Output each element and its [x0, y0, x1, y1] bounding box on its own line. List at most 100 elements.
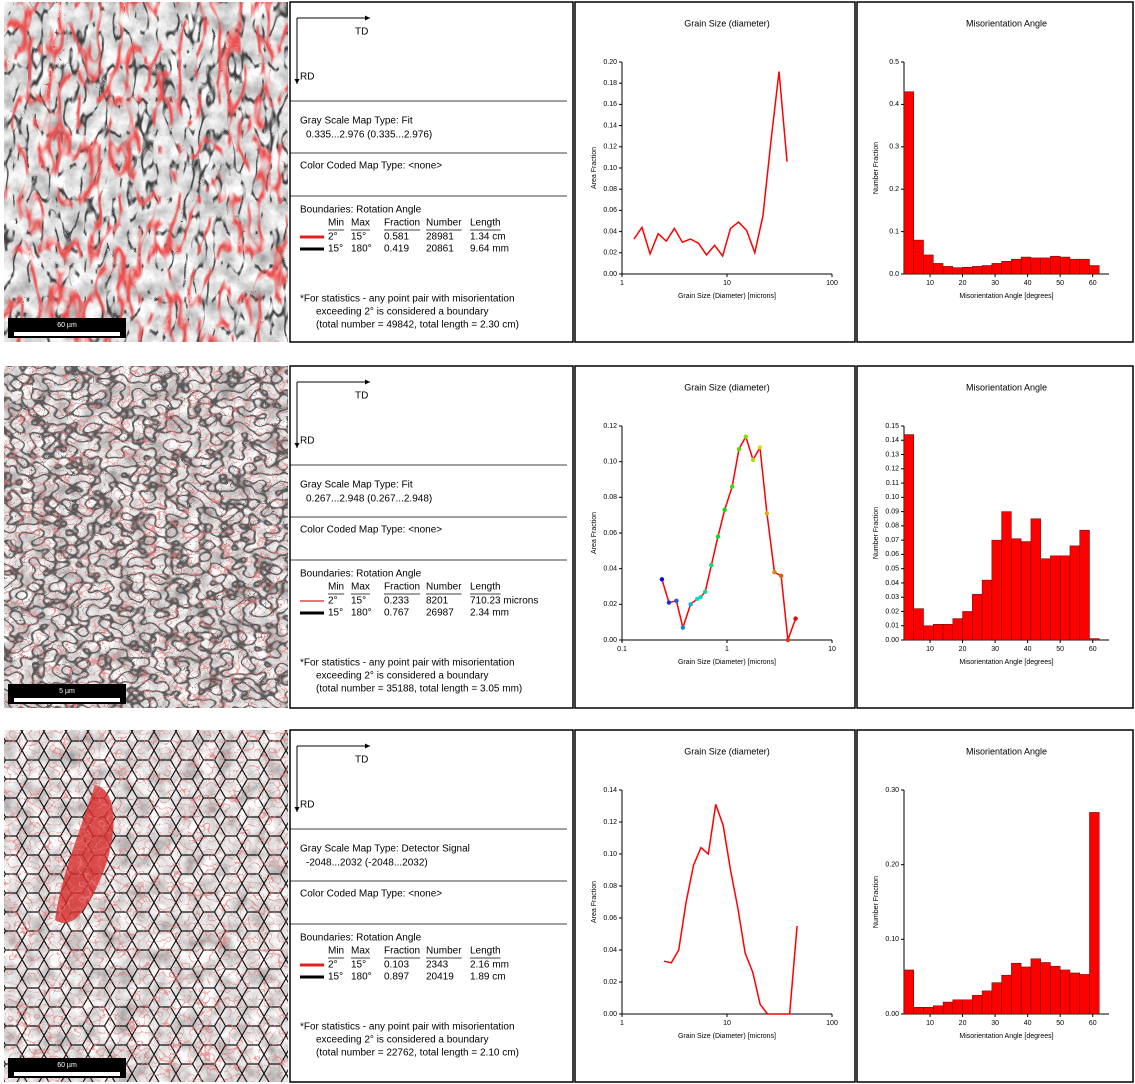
table-cell: 15°: [351, 232, 366, 243]
x-tick-label: 20: [959, 1020, 967, 1027]
table-cell: 180°: [351, 244, 372, 255]
x-tick-label: 20: [959, 646, 967, 653]
table-header: Fraction: [384, 946, 420, 957]
micrograph: 60 µm: [4, 2, 288, 342]
note-line: (total number = 35188, total length = 3.…: [316, 684, 522, 695]
y-tick-label: 0.12: [603, 423, 617, 430]
bar: [963, 267, 973, 274]
y-axis-label: Area Fraction: [591, 881, 598, 923]
bar: [1070, 259, 1080, 274]
y-tick-label: 0.10: [885, 936, 899, 943]
micrograph: 5 µm: [4, 366, 288, 708]
y-tick-label: 0.10: [603, 851, 617, 858]
table-cell: 2°: [328, 960, 338, 971]
chart-title: Grain Size (diameter): [684, 746, 770, 756]
table-cell: 20419: [426, 972, 454, 983]
y-axis-label: Number Fraction: [873, 142, 880, 194]
table-cell: 710.23 microns: [470, 596, 538, 607]
y-tick-label: 0.00: [603, 1011, 617, 1018]
y-tick-label: 0.04: [603, 566, 617, 573]
y-tick-label: 0.04: [885, 580, 899, 587]
bar: [943, 1002, 953, 1014]
table-header: Number: [426, 218, 462, 229]
bar: [924, 626, 934, 640]
boundary-network-red: [4, 2, 288, 342]
x-tick-label: 40: [1024, 646, 1032, 653]
marker: [688, 602, 692, 606]
table-cell: 26987: [426, 608, 454, 619]
scale-bar-label: 5 µm: [59, 688, 75, 695]
y-tick-label: 0.02: [603, 601, 617, 608]
chart: Grain Size (diameter)Grain Size (Diamete…: [575, 2, 855, 342]
table-header: Min: [328, 946, 344, 957]
y-tick-label: 0.1: [889, 228, 899, 235]
table-cell: 15°: [351, 596, 366, 607]
gray-range: 0.335...2.976 (0.335...2.976): [306, 130, 432, 141]
table-cell: 180°: [351, 608, 372, 619]
y-tick-label: 0.12: [885, 466, 899, 473]
table-cell: 8201: [426, 596, 449, 607]
bar: [1021, 257, 1031, 274]
bar: [982, 580, 992, 640]
x-tick-label: 60: [1089, 646, 1097, 653]
x-tick-label: 50: [1056, 280, 1064, 287]
table-cell: 20861: [426, 244, 454, 255]
table-cell: 15°: [351, 960, 366, 971]
scale-bar: [14, 698, 120, 702]
bar: [1002, 512, 1012, 640]
y-tick-label: 0.00: [885, 1011, 899, 1018]
marker: [737, 447, 741, 451]
note-line: *For statistics - any point pair with mi…: [300, 1022, 515, 1033]
x-tick-label: 1: [620, 280, 624, 287]
y-tick-label: 0.00: [603, 637, 617, 644]
x-tick-label: 10: [723, 1020, 731, 1027]
marker: [772, 570, 776, 574]
table-cell: 2°: [328, 232, 338, 243]
x-axis-label: Misorientation Angle [degrees]: [959, 293, 1053, 300]
chart-title: Grain Size (diameter): [684, 18, 770, 28]
y-tick-label: 0.14: [603, 122, 617, 129]
bar: [924, 1007, 934, 1014]
x-axis-label: Misorientation Angle [degrees]: [959, 659, 1053, 666]
x-tick-label: 10: [926, 280, 934, 287]
y-tick-label: 0.06: [603, 530, 617, 537]
marker: [709, 563, 713, 567]
y-tick-label: 0.07: [885, 537, 899, 544]
y-tick-label: 0.04: [603, 228, 617, 235]
bar: [904, 92, 914, 274]
bar: [1041, 559, 1051, 640]
x-tick-label: 30: [991, 1020, 999, 1027]
note-line: exceeding 2° is considered a boundary: [316, 1035, 488, 1046]
bar: [1070, 546, 1080, 640]
y-tick-label: 0.12: [603, 144, 617, 151]
bar: [953, 619, 963, 640]
marker: [744, 435, 748, 439]
rd-label: RD: [300, 800, 314, 811]
y-tick-label: 0.30: [885, 787, 899, 794]
bar: [904, 970, 914, 1014]
x-tick-label: 50: [1056, 646, 1064, 653]
x-tick-label: 40: [1024, 1020, 1032, 1027]
bar: [1031, 519, 1041, 640]
chart-border: [575, 730, 855, 1082]
scale-bar-label: 60 µm: [57, 322, 77, 329]
bar: [1050, 966, 1060, 1014]
rd-label: RD: [300, 436, 314, 447]
rd-arrowhead: [295, 79, 300, 84]
td-label: TD: [355, 391, 368, 402]
x-tick-label: 1: [725, 646, 729, 653]
bar: [1002, 975, 1012, 1014]
y-tick-label: 0.08: [603, 494, 617, 501]
note-line: (total number = 22762, total length = 2.…: [316, 1048, 519, 1059]
gray-range: 0.267...2.948 (0.267...2.948): [306, 494, 432, 505]
table-header: Length: [470, 218, 501, 229]
marker: [758, 445, 762, 449]
x-tick-label: 50: [1056, 1020, 1064, 1027]
gray-scale: Gray Scale Map Type: Fit: [300, 116, 413, 127]
bar: [1080, 530, 1090, 640]
color-coded: Color Coded Map Type: <none>: [300, 161, 442, 172]
bar: [943, 624, 953, 640]
bar: [953, 1000, 963, 1014]
y-tick-label: 0.14: [885, 437, 899, 444]
